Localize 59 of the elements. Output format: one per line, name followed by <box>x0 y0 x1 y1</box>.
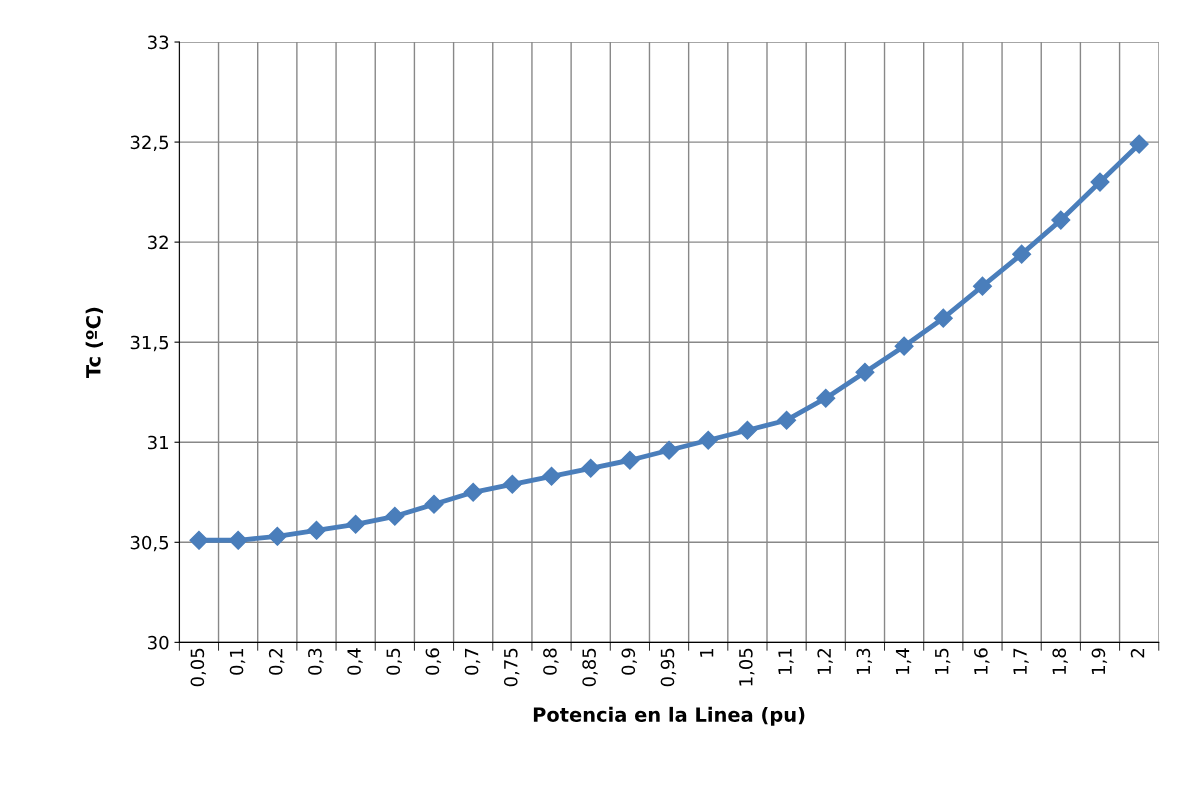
y-tick-label: 30 <box>148 635 169 650</box>
y-tick-label: 33 <box>148 35 169 50</box>
x-tick-label: 0,75 <box>503 648 520 687</box>
x-tick-label: 0,05 <box>190 648 207 687</box>
point <box>737 420 757 440</box>
y-tick-label: 32 <box>148 235 168 250</box>
y-tick-label: 30,5 <box>130 535 169 552</box>
x-tick-label: 0,8 <box>543 648 559 675</box>
point <box>581 458 601 478</box>
x-tick-label: 1,1 <box>778 648 794 674</box>
point <box>855 362 875 382</box>
point <box>777 410 797 430</box>
x-tick-label: 0,95 <box>660 648 677 687</box>
x-tick-label: 1,05 <box>738 648 755 686</box>
x-tick-label: 2 <box>1130 649 1145 658</box>
x-tick-label: 1,4 <box>895 648 912 674</box>
x-tick-label: 1,8 <box>1052 648 1068 674</box>
x-axis-title: Potencia en la Linea (pu) <box>533 706 805 726</box>
point <box>1051 210 1071 230</box>
x-tick-label: 0,2 <box>268 649 285 675</box>
x-tick-label: 1 <box>700 648 714 657</box>
point <box>1129 134 1149 154</box>
y-tick-label: 32,5 <box>130 135 169 152</box>
y-axis-title: Tc (ºC) <box>85 307 103 379</box>
x-tick-label: 0,6 <box>425 648 442 675</box>
point <box>306 520 327 540</box>
point <box>620 450 640 470</box>
point <box>1090 172 1110 192</box>
point <box>267 526 287 546</box>
point <box>894 336 914 356</box>
point <box>189 530 209 550</box>
x-tick-label: 1,3 <box>856 648 873 674</box>
x-tick-label: 0,3 <box>308 648 324 675</box>
y-tick-label: 31,5 <box>130 335 169 352</box>
x-tick-label: 1,2 <box>817 649 833 674</box>
point <box>424 494 444 514</box>
x-tick-label: 0,9 <box>621 648 637 675</box>
x-tick-label: 1,5 <box>935 648 951 674</box>
point <box>972 276 993 296</box>
x-tick-label: 0,5 <box>386 648 402 675</box>
point <box>228 530 248 550</box>
point <box>816 388 836 408</box>
y-tick-label: 31 <box>148 435 168 450</box>
point <box>933 308 953 328</box>
x-tick-label: 0,85 <box>582 648 598 687</box>
x-tick-label: 0,1 <box>229 648 246 675</box>
x-tick-label: 1,6 <box>974 648 990 674</box>
point <box>659 440 679 460</box>
point <box>502 474 522 494</box>
x-tick-label: 1,7 <box>1013 648 1029 674</box>
point <box>541 466 562 486</box>
x-tick-label: 0,4 <box>347 648 363 675</box>
point <box>463 482 483 502</box>
x-tick-label: 1,9 <box>1091 648 1108 674</box>
point <box>1012 244 1032 264</box>
point <box>385 506 405 526</box>
point <box>698 430 718 450</box>
x-tick-label: 0,7 <box>464 648 481 675</box>
point <box>346 514 366 534</box>
